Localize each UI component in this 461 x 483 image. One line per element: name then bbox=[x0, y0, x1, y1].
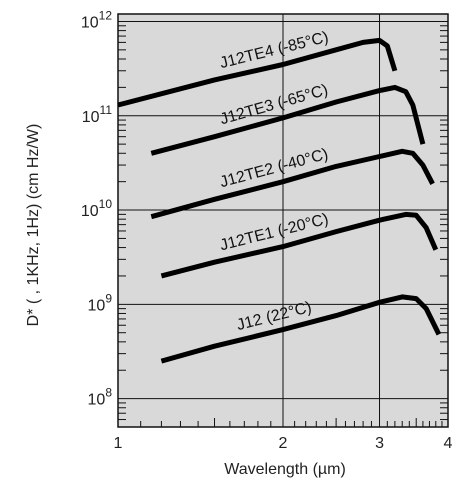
x-tick-label: 3 bbox=[375, 435, 384, 452]
y-tick-label: 108 bbox=[88, 386, 113, 409]
x-tick-label: 4 bbox=[444, 435, 453, 452]
x-tick-labels: 1 2 3 4 bbox=[114, 435, 453, 452]
x-tick-label: 1 bbox=[114, 435, 123, 452]
x-tick-label: 2 bbox=[279, 435, 288, 452]
y-tick-label: 109 bbox=[88, 291, 113, 314]
y-tick-label: 1011 bbox=[82, 103, 113, 126]
series-line bbox=[160, 294, 442, 364]
series-group bbox=[117, 37, 442, 364]
x-axis-title: Wavelength (µm) bbox=[224, 461, 346, 478]
series-line bbox=[150, 148, 435, 220]
series-line bbox=[160, 211, 439, 279]
y-tick-labels: 108 109 1010 1011 1012 bbox=[81, 8, 112, 408]
y-axis-title: D* ( , 1KHz, 1Hz) (cm Hz/W) bbox=[25, 124, 42, 327]
plot-border bbox=[117, 13, 449, 428]
y-tick-label: 1012 bbox=[81, 8, 112, 31]
y-tick-label: 1010 bbox=[81, 197, 112, 220]
series-line bbox=[150, 84, 426, 156]
series-line bbox=[117, 37, 398, 108]
minor-ticks bbox=[118, 25, 448, 427]
